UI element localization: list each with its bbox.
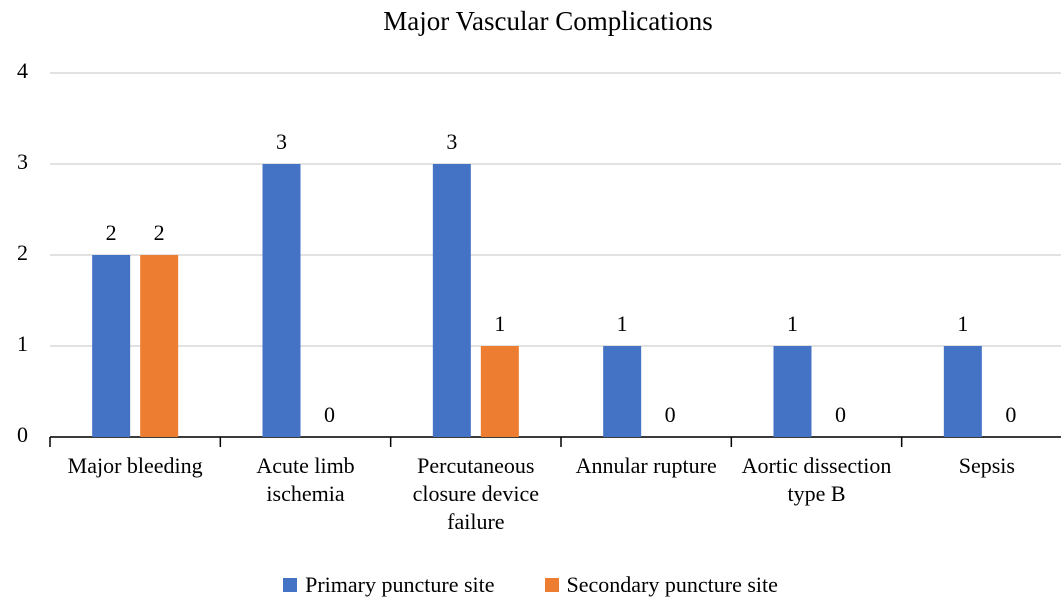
legend-swatch xyxy=(283,578,298,592)
data-label: 0 xyxy=(835,402,846,427)
legend: Primary puncture site Secondary puncture … xyxy=(0,572,1061,598)
bar xyxy=(140,255,179,437)
legend-item: Primary puncture site xyxy=(283,572,495,598)
data-label: 3 xyxy=(276,129,287,154)
data-label: 0 xyxy=(1005,402,1016,427)
y-tick-label: 1 xyxy=(17,331,28,356)
y-tick-label: 2 xyxy=(17,240,28,265)
data-label: 0 xyxy=(665,402,676,427)
data-label: 2 xyxy=(106,220,117,245)
data-label: 1 xyxy=(494,311,505,336)
y-tick-label: 3 xyxy=(17,149,28,174)
bar xyxy=(92,255,131,437)
data-label: 2 xyxy=(154,220,165,245)
bar xyxy=(480,346,519,437)
legend-label: Secondary puncture site xyxy=(566,572,778,597)
x-tick-label: Aortic dissection type B xyxy=(741,453,892,506)
x-tick-label: Sepsis xyxy=(958,453,1015,478)
bar xyxy=(432,164,471,437)
y-tick-label: 4 xyxy=(17,58,28,83)
y-tick-label: 0 xyxy=(17,422,28,447)
x-tick-label: Annular rupture xyxy=(575,453,717,478)
chart-title: Major Vascular Complications xyxy=(383,6,712,36)
bar xyxy=(603,346,642,437)
legend-swatch xyxy=(544,578,559,592)
bar xyxy=(262,164,301,437)
x-tick-label: Acute limb ischemia xyxy=(256,453,355,506)
x-tick-label: Major bleeding xyxy=(67,453,203,478)
legend-item: Secondary puncture site xyxy=(544,572,778,598)
data-label: 1 xyxy=(957,311,968,336)
data-label: 1 xyxy=(617,311,628,336)
bar xyxy=(773,346,812,437)
data-label: 1 xyxy=(787,311,798,336)
legend-label: Primary puncture site xyxy=(305,572,495,597)
data-label: 3 xyxy=(446,129,457,154)
data-label: 0 xyxy=(324,402,335,427)
bar xyxy=(943,346,982,437)
x-tick-label: Percutaneous closure device failure xyxy=(412,453,540,534)
